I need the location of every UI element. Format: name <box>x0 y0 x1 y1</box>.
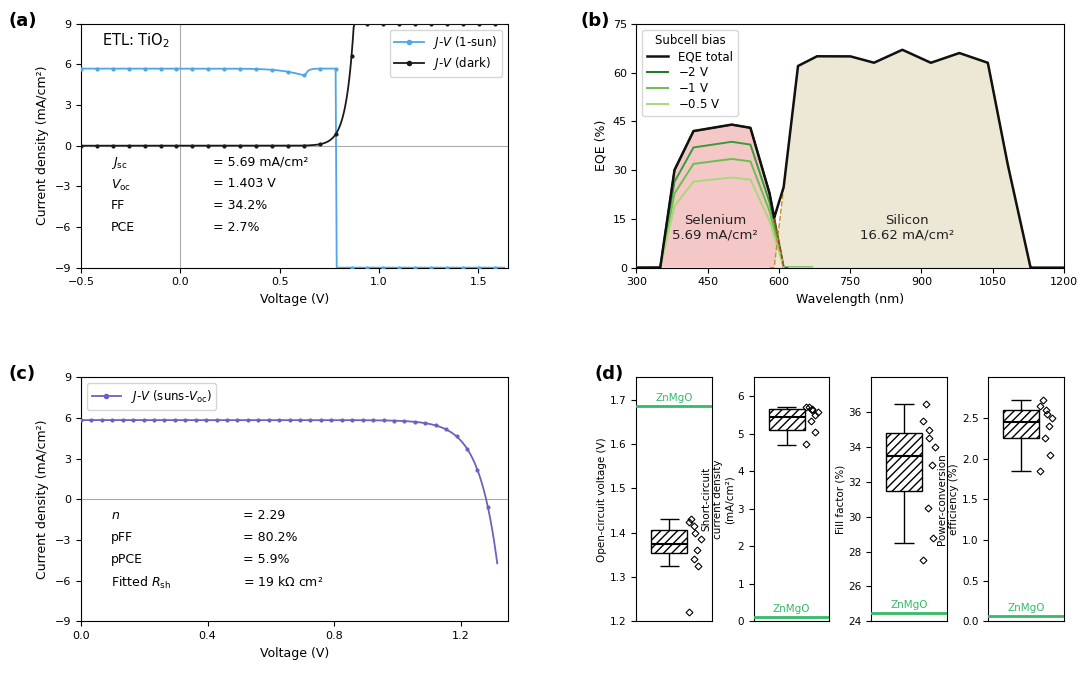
Text: (a): (a) <box>9 12 37 30</box>
Text: ZnMgO: ZnMgO <box>1008 603 1044 612</box>
Legend: $J$-$V$ (suns-$V_{\rm oc}$): $J$-$V$ (suns-$V_{\rm oc}$) <box>86 384 216 409</box>
Text: Selenium
5.69 mA/cm²: Selenium 5.69 mA/cm² <box>672 214 758 242</box>
Bar <box>651 530 688 553</box>
Text: ZnMgO: ZnMgO <box>773 604 810 614</box>
Bar <box>769 409 805 430</box>
Legend: EQE total, $-$2 V, $-$1 V, $-$0.5 V: EQE total, $-$2 V, $-$1 V, $-$0.5 V <box>643 30 738 116</box>
Text: = 5.69 mA/cm²: = 5.69 mA/cm² <box>214 155 309 168</box>
X-axis label: Voltage (V): Voltage (V) <box>260 293 329 306</box>
X-axis label: Voltage (V): Voltage (V) <box>260 646 329 659</box>
Text: $V_{\rm oc}$: $V_{\rm oc}$ <box>111 177 131 193</box>
Legend: $J$-$V$ (1-sun), $J$-$V$ (dark): $J$-$V$ (1-sun), $J$-$V$ (dark) <box>390 30 502 77</box>
Text: ETL: TiO$_2$: ETL: TiO$_2$ <box>103 31 171 50</box>
Text: = 34.2%: = 34.2% <box>214 200 268 213</box>
Text: ZnMgO: ZnMgO <box>890 600 928 610</box>
Text: FF: FF <box>111 200 125 213</box>
X-axis label: Wavelength (nm): Wavelength (nm) <box>796 293 904 306</box>
Y-axis label: Fill factor (%): Fill factor (%) <box>835 464 846 534</box>
Text: pPCE: pPCE <box>111 553 143 566</box>
Text: (b): (b) <box>581 12 610 30</box>
Y-axis label: Power-conversion
efficiency (%): Power-conversion efficiency (%) <box>937 454 959 545</box>
Text: = 2.29: = 2.29 <box>243 509 285 522</box>
Text: $n$: $n$ <box>111 509 120 522</box>
Y-axis label: EQE (%): EQE (%) <box>594 120 607 171</box>
Y-axis label: Short-circuit
current density
(mA/cm²): Short-circuit current density (mA/cm²) <box>701 460 734 539</box>
Text: $J_{\rm sc}$: $J_{\rm sc}$ <box>111 155 127 172</box>
Y-axis label: Current density (mA/cm²): Current density (mA/cm²) <box>37 66 50 225</box>
Bar <box>886 433 922 491</box>
Text: = 5.9%: = 5.9% <box>243 553 289 566</box>
Text: = 80.2%: = 80.2% <box>243 531 298 544</box>
Text: pFF: pFF <box>111 531 133 544</box>
Text: = 1.403 V: = 1.403 V <box>214 177 276 190</box>
Text: Fitted $R_{\rm sh}$: Fitted $R_{\rm sh}$ <box>111 575 171 591</box>
Y-axis label: Current density (mA/cm²): Current density (mA/cm²) <box>37 420 50 579</box>
Text: Silicon
16.62 mA/cm²: Silicon 16.62 mA/cm² <box>860 214 955 242</box>
Text: = 19 k$\Omega$ cm²: = 19 k$\Omega$ cm² <box>243 575 324 589</box>
Text: ZnMgO: ZnMgO <box>656 393 693 403</box>
Text: PCE: PCE <box>111 221 135 234</box>
Text: = 2.7%: = 2.7% <box>214 221 260 234</box>
Text: (c): (c) <box>9 365 36 383</box>
Y-axis label: Open-circuit voltage (V): Open-circuit voltage (V) <box>597 437 607 562</box>
Text: (d): (d) <box>595 365 624 383</box>
Bar <box>1003 410 1039 439</box>
